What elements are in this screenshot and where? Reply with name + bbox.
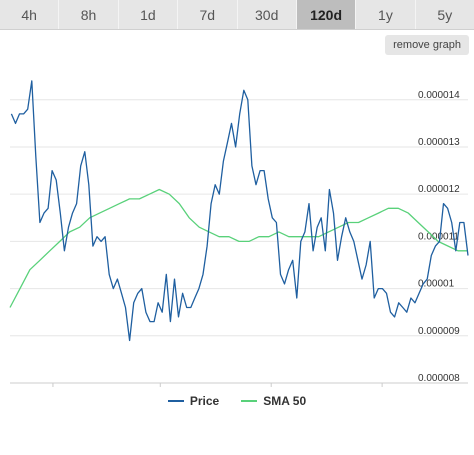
y-tick-label: 0.000012 — [418, 184, 460, 195]
tab-1y[interactable]: 1y — [356, 0, 416, 29]
legend-label-price: Price — [189, 394, 220, 408]
y-tick-label: 0.000014 — [418, 90, 460, 101]
y-tick-label: 0.000011 — [418, 231, 459, 242]
y-tick-label: 0.000013 — [418, 137, 460, 148]
tab-8h[interactable]: 8h — [59, 0, 119, 29]
y-tick-label: 0.000009 — [418, 326, 460, 337]
price-chart: 0.000008 0.000009 0.00001 0.000011 0.000012 0… — [9, 80, 469, 387]
price-swatch — [167, 400, 184, 402]
tab-7d[interactable]: 7d — [178, 0, 238, 29]
tab-120d[interactable]: 120d — [296, 0, 357, 29]
y-tick-label: 0.000008 — [418, 373, 460, 384]
timeframe-tabs: 4h 8h 1d 7d 30d 120d 1y 5y — [0, 0, 474, 30]
legend-item-price[interactable]: Price — [167, 394, 220, 408]
sma-50-line — [9, 188, 468, 308]
legend-item-sma[interactable]: SMA 50 — [241, 394, 306, 408]
sma-swatch — [241, 400, 258, 402]
price-line — [10, 80, 469, 342]
remove-graph-button[interactable]: remove graph — [385, 35, 469, 55]
y-tick-label: 0.00001 — [418, 279, 455, 290]
tab-30d[interactable]: 30d — [238, 0, 297, 29]
tab-4h[interactable]: 4h — [0, 0, 60, 29]
legend-label-sma: SMA 50 — [263, 394, 307, 408]
tab-1d[interactable]: 1d — [119, 0, 179, 29]
tab-5y[interactable]: 5y — [437, 6, 453, 23]
chart-legend: Price SMA 50 — [0, 392, 474, 410]
